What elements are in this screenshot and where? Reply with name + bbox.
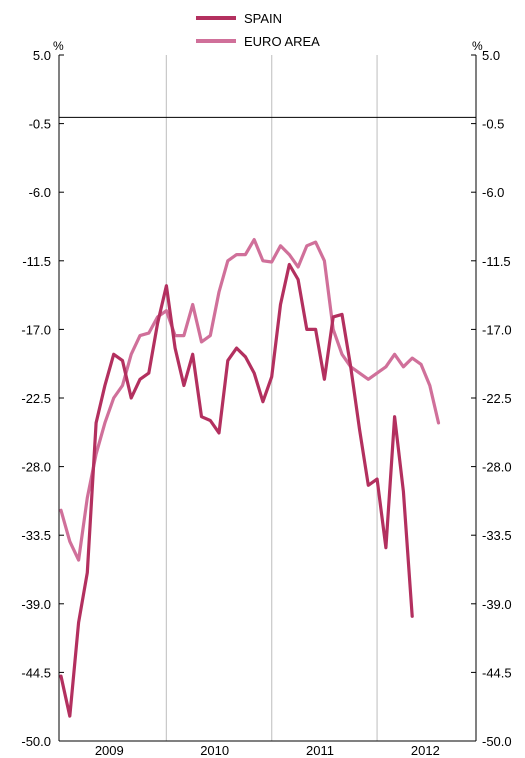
y-tick-label-right: -11.5 (482, 254, 511, 269)
y-axis-left: 5.0 -0.5 -6.0 -11.5 -17.0 -22.5 -28.0 -33.5 -39.… (21, 48, 64, 749)
x-tick-label: 2010 (200, 743, 229, 758)
legend-label-spain: SPAIN (244, 11, 282, 26)
y-tick-label-left: -0.5 (29, 117, 51, 132)
y-tick-label-right: -50.0 (482, 734, 512, 749)
y-tick-label-right: -39.0 (482, 597, 512, 612)
y-tick-label-right: 5.0 (482, 48, 500, 63)
y-tick-label-left: -17.0 (21, 322, 51, 337)
y-tick-label-left: -28.0 (21, 460, 51, 475)
plot-frame (58, 55, 477, 742)
y-tick-label-left: -39.0 (21, 597, 51, 612)
y-unit-right: % (472, 39, 483, 53)
y-tick-label-right: -44.5 (482, 665, 512, 680)
y-tick-label-left: -33.5 (21, 528, 51, 543)
y-tick-label-left: -50.0 (21, 734, 51, 749)
y-tick-label-left: 5.0 (33, 48, 51, 63)
y-tick-label-right: -22.5 (482, 391, 512, 406)
y-tick-label-left: -44.5 (21, 665, 51, 680)
gridlines (59, 55, 476, 741)
y-tick-label-left: -22.5 (21, 391, 51, 406)
y-tick-label-right: -33.5 (482, 528, 512, 543)
series-line-euro-area (59, 238, 441, 562)
legend: SPAIN EURO AREA (196, 11, 320, 49)
x-tick-label: 2011 (306, 743, 334, 758)
x-tick-label: 2009 (95, 743, 124, 758)
y-tick-label-left: -6.0 (29, 185, 51, 200)
y-axis-right: 5.0 -0.5 -6.0 -11.5 -17.0 -22.5 -28.0 -33.5 -39.… (471, 48, 512, 749)
y-unit-left: % (53, 39, 64, 53)
x-tick-label: 2012 (411, 743, 440, 758)
series-line-spain (59, 262, 414, 718)
y-tick-label-right: -17.0 (482, 322, 512, 337)
legend-label-euro-area: EURO AREA (244, 34, 320, 49)
y-tick-label-right: -28.0 (482, 460, 512, 475)
y-tick-label-left: -11.5 (22, 254, 51, 269)
x-axis: 2009 2010 2011 2012 (95, 743, 440, 758)
series-lines (59, 238, 441, 718)
y-tick-label-right: -0.5 (482, 117, 504, 132)
y-tick-label-right: -6.0 (482, 185, 504, 200)
